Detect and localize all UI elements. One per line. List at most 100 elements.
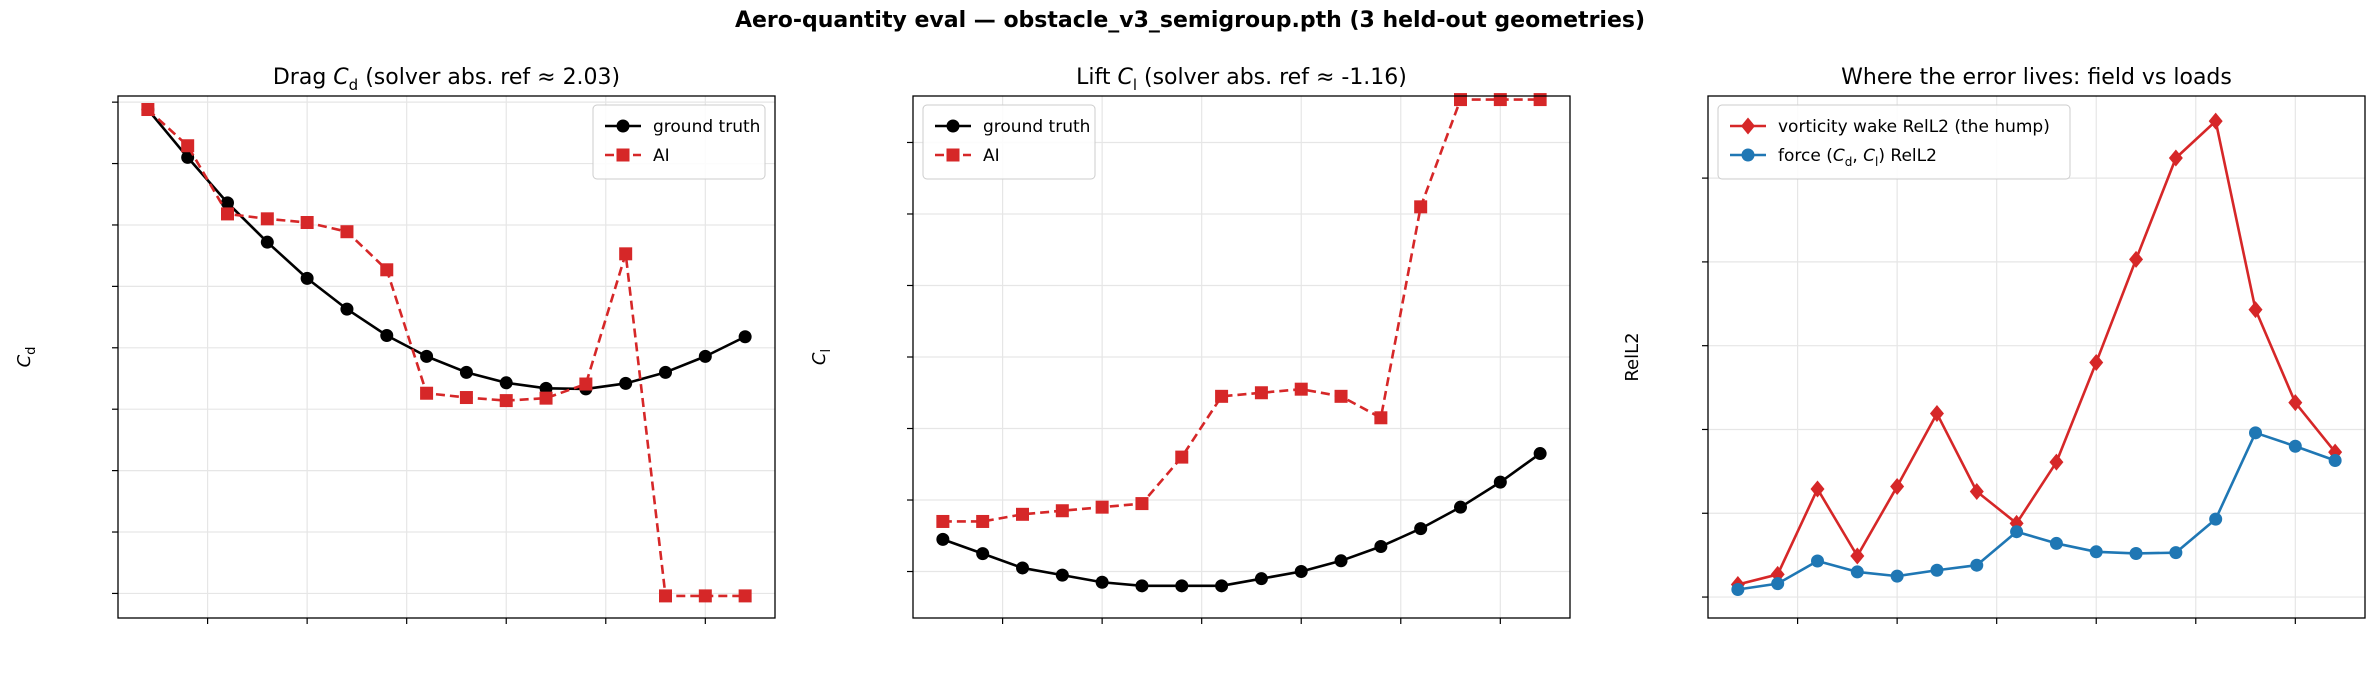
data-point	[2089, 545, 2103, 559]
data-point	[2169, 546, 2183, 560]
data-point	[459, 365, 473, 379]
data-point	[1454, 500, 1467, 514]
data-point	[380, 263, 394, 277]
legend-label-part: ground truth	[653, 117, 760, 137]
data-point	[659, 589, 672, 603]
legend-label-part: AI	[653, 146, 670, 166]
data-point	[141, 103, 155, 117]
data-point	[1016, 507, 1029, 521]
legend: ground truth AI	[922, 104, 1096, 180]
data-point	[698, 349, 712, 363]
data-point	[380, 329, 394, 343]
data-point	[2129, 250, 2144, 268]
data-point	[2049, 536, 2063, 550]
data-point	[2248, 301, 2263, 319]
legend-box	[922, 104, 1096, 180]
legend-box	[1717, 104, 2071, 180]
legend-label-part: ground truth	[983, 117, 1090, 137]
data-point	[2288, 439, 2302, 453]
data-point	[1334, 554, 1348, 568]
legend: vorticity wake RelL2 (the hump)force (Cd…	[1717, 104, 2071, 180]
data-point	[181, 139, 195, 153]
data-point	[976, 547, 990, 561]
data-point	[1055, 504, 1069, 518]
legend-label-part: force (	[1778, 146, 1833, 166]
data-point	[1294, 565, 1308, 579]
chart-title: Lift Cl (solver abs. ref ≈ -1.16)	[1076, 65, 1407, 94]
data-point	[2249, 426, 2262, 440]
chart-title-part: (solver abs. ref ≈ -1.16)	[1137, 65, 1407, 90]
legend-label: ground truth	[983, 117, 1090, 137]
series-line-1	[942, 452, 1541, 588]
data-point	[1095, 500, 1109, 514]
y-axis-label: Cd	[14, 347, 39, 368]
plot-frame	[1707, 95, 2366, 619]
data-point	[1850, 565, 1864, 579]
chart-title-part: C	[333, 65, 349, 90]
data-point	[1454, 93, 1467, 107]
legend-marker	[946, 119, 960, 133]
legend-label-part: C	[1833, 146, 1845, 166]
data-point	[539, 381, 553, 395]
y-axis-label-part: C	[809, 352, 830, 365]
data-point	[579, 377, 593, 391]
data-point	[221, 196, 234, 210]
data-point	[221, 207, 234, 221]
data-point	[1016, 561, 1029, 575]
legend-label-part: l	[1875, 155, 1878, 169]
data-point	[619, 376, 633, 390]
chart-title-part: Lift	[1076, 65, 1117, 90]
data-point	[936, 514, 950, 528]
data-point	[1731, 583, 1745, 597]
series-line-1	[146, 108, 746, 391]
data-point	[1294, 382, 1308, 396]
data-point	[1135, 579, 1149, 593]
data-point	[1929, 405, 1944, 423]
data-point	[340, 225, 354, 239]
legend-label-part: ) RelL2	[1878, 146, 1937, 166]
chart-title-part: Drag	[273, 65, 333, 90]
y-axis-label-part: C	[14, 354, 35, 367]
data-point	[1374, 539, 1388, 553]
y-axis-label: RelL2	[1622, 332, 1643, 381]
chart-panel-3: Where the error lives: field vs loads Rel…	[1622, 65, 2366, 624]
data-point	[1334, 389, 1348, 403]
data-point	[420, 349, 434, 363]
data-point	[1254, 386, 1268, 400]
data-point	[1890, 569, 1904, 583]
data-point	[260, 235, 274, 249]
data-point	[2129, 546, 2143, 560]
legend-box	[592, 104, 766, 180]
series-line-2	[146, 108, 746, 598]
y-axis-label-part: d	[24, 347, 39, 355]
series-line-1	[1737, 119, 2337, 586]
data-point	[499, 394, 513, 408]
legend-label-part: vorticity wake RelL2 (the hump)	[1778, 117, 2050, 137]
data-point	[1414, 522, 1428, 536]
data-point	[300, 271, 314, 285]
data-point	[698, 589, 712, 603]
series-line-2	[942, 98, 1541, 523]
data-point	[1493, 93, 1507, 107]
legend-label: AI	[983, 146, 1000, 166]
chart-title-part: d	[349, 76, 359, 94]
legend-label: AI	[653, 146, 670, 166]
data-point	[459, 391, 473, 405]
chart-title-part: C	[1117, 65, 1133, 90]
legend-marker	[616, 119, 630, 133]
chart-title-part: Where the error lives: field vs loads	[1841, 65, 2232, 90]
legend-label: ground truth	[653, 117, 760, 137]
data-point	[619, 247, 633, 261]
plot-frame	[117, 95, 776, 619]
data-point	[1135, 497, 1149, 511]
y-axis-label-part: l	[819, 349, 834, 353]
legend-label-part: AI	[983, 146, 1000, 166]
chart-title: Where the error lives: field vs loads	[1841, 65, 2232, 90]
chart-title-part: l	[1133, 76, 1137, 94]
data-point	[936, 532, 950, 546]
data-point	[420, 386, 434, 400]
data-point	[2089, 353, 2104, 371]
data-point	[1969, 482, 1984, 500]
data-point	[1811, 554, 1824, 568]
data-point	[340, 302, 354, 316]
